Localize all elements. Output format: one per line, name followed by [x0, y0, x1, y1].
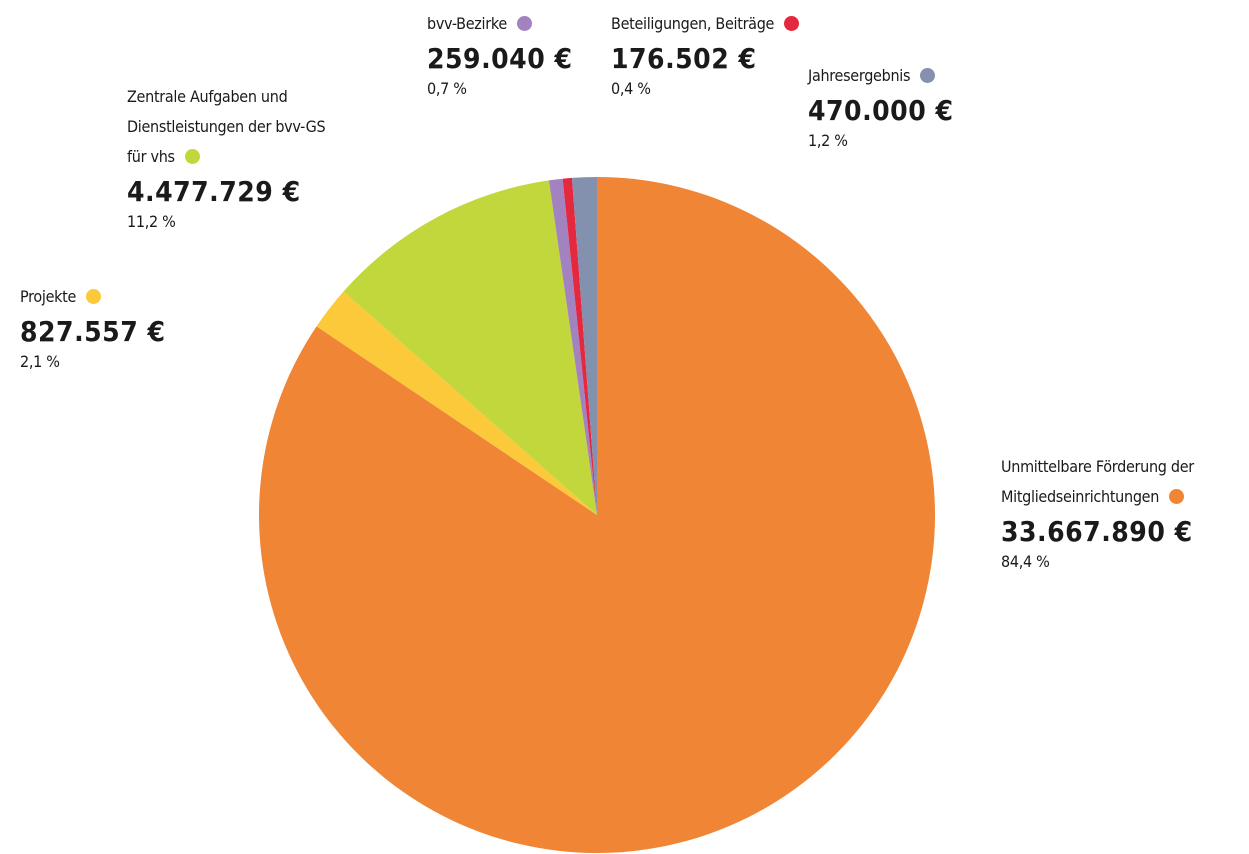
- legend-entry: Beteiligungen, Beiträge: [611, 14, 775, 33]
- slice-label: bvv-Bezirke 259.040 € 0,7 %: [427, 9, 573, 99]
- legend-entry: Unmittelbare Förderung der Mitgliedseinr…: [1001, 457, 1194, 506]
- legend-dot: [516, 16, 532, 31]
- slice-label: Beteiligungen, Beiträge 176.502 € 0,4 %: [611, 9, 800, 99]
- value-label: 33.667.890 €: [1001, 515, 1193, 548]
- legend-entry: bvv-Bezirke: [427, 14, 507, 33]
- legend-dot: [184, 149, 200, 164]
- slice-label: Zentrale Aufgaben und Dienstleistungen d…: [127, 82, 326, 232]
- percent-label: 11,2 %: [127, 212, 176, 231]
- percent-label: 0,7 %: [427, 79, 467, 98]
- percent-label: 1,2 %: [808, 131, 848, 150]
- legend-row: Unmittelbare Förderung der Mitgliedseinr…: [1001, 452, 1194, 512]
- value-label: 470.000 €: [808, 94, 954, 127]
- legend-dot: [784, 16, 800, 31]
- value-label: 259.040 €: [427, 42, 573, 75]
- slice-label: Jahresergebnis 470.000 € 1,2 %: [808, 61, 954, 151]
- pie-slice: [571, 177, 597, 515]
- pie-slice: [343, 180, 597, 516]
- slice-label: Projekte 827.557 € 2,1 %: [20, 282, 166, 372]
- slice-label: Unmittelbare Förderung der Mitgliedseinr…: [1001, 452, 1194, 572]
- legend-dot: [1169, 489, 1185, 504]
- percent-label: 2,1 %: [20, 352, 60, 371]
- pie-slice: [316, 291, 597, 515]
- legend-row: Projekte: [20, 282, 166, 312]
- legend-row: Jahresergebnis: [808, 61, 954, 91]
- pie-slice: [562, 177, 597, 515]
- legend-row: Zentrale Aufgaben und Dienstleistungen d…: [127, 82, 326, 172]
- legend-entry: Jahresergebnis: [808, 66, 911, 85]
- legend-entry: Zentrale Aufgaben und Dienstleistungen d…: [127, 87, 326, 166]
- legend-row: bvv-Bezirke: [427, 9, 573, 39]
- percent-label: 0,4 %: [611, 79, 651, 98]
- legend-dot: [920, 68, 936, 83]
- percent-label: 84,4 %: [1001, 552, 1050, 571]
- legend-entry: Projekte: [20, 287, 77, 306]
- value-label: 176.502 €: [611, 42, 757, 75]
- value-label: 827.557 €: [20, 315, 166, 348]
- value-label: 4.477.729 €: [127, 175, 301, 208]
- pie-slice: [548, 178, 597, 515]
- legend-row: Beteiligungen, Beiträge: [611, 9, 800, 39]
- legend-dot: [86, 289, 102, 304]
